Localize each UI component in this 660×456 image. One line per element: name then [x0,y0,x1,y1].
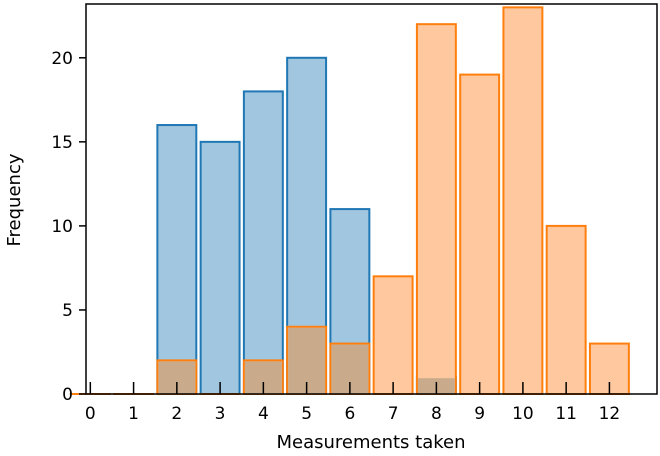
x-tick-label-5: 5 [301,404,312,424]
bar-series-1-x2 [156,124,198,395]
y-tick-label-10: 10 [51,217,73,237]
x-tick-label-4: 4 [258,404,269,424]
x-tick-label-8: 8 [431,404,442,424]
y-tick-label-20: 20 [51,49,73,69]
x-axis-label: Measurements taken [276,432,465,453]
bar-series-2-x10 [502,6,544,396]
bar-series-2-x8 [415,23,457,395]
x-tick-label-11: 11 [555,404,577,424]
y-axis-label: Frequency [4,153,25,246]
x-tick-label-3: 3 [215,404,226,424]
x-tick-label-2: 2 [171,404,182,424]
y-tick-label-0: 0 [62,385,73,405]
bar-series-1-x4 [242,90,284,396]
series-1-bars [69,56,630,396]
bar-series-2-x7 [372,275,414,395]
x-tick-label-6: 6 [344,404,355,424]
x-tick-label-0: 0 [85,404,96,424]
x-tick-label-7: 7 [388,404,399,424]
bar-series-2-x9 [459,73,501,395]
x-tick-label-9: 9 [474,404,485,424]
y-tick-label-5: 5 [62,301,73,321]
x-tick-label-1: 1 [128,404,139,424]
bar-series-1-x3 [199,140,241,395]
bar-series-2-x11 [545,224,587,395]
plot-frame [85,3,658,395]
y-tick-label-15: 15 [51,133,73,153]
x-tick-label-10: 10 [512,404,534,424]
x-tick-label-12: 12 [599,404,621,424]
